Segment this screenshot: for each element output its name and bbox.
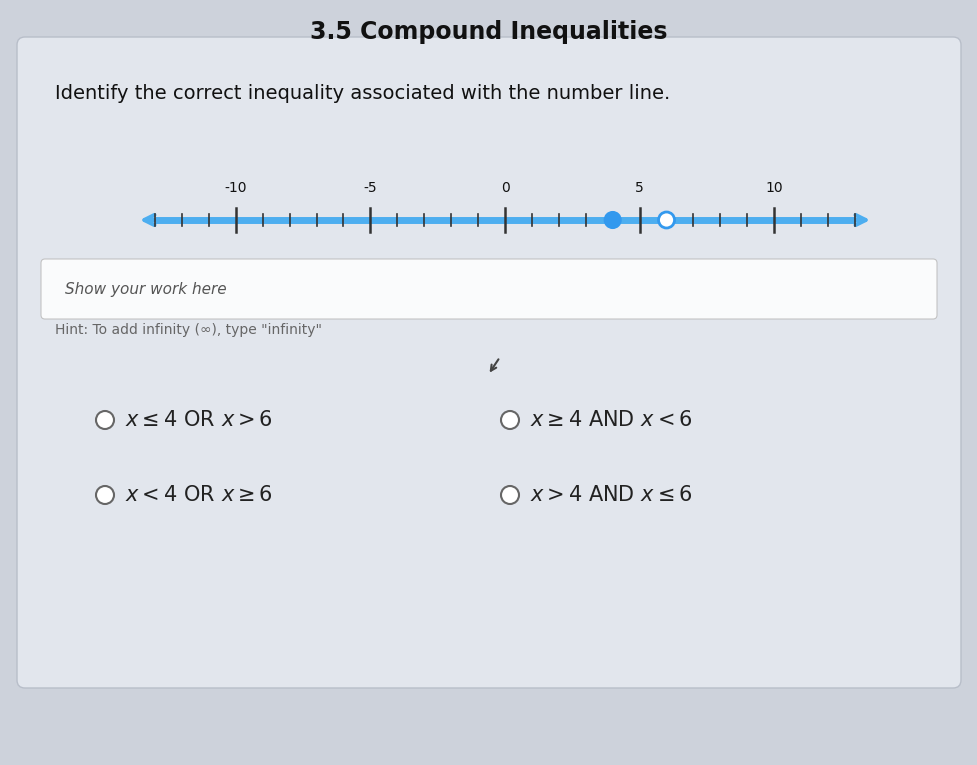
- Circle shape: [500, 486, 519, 504]
- Circle shape: [658, 212, 674, 228]
- Text: Hint: To add infinity (∞), type "infinity": Hint: To add infinity (∞), type "infinit…: [55, 323, 321, 337]
- Text: $x > 4$ AND $x \leq 6$: $x > 4$ AND $x \leq 6$: [530, 485, 692, 505]
- Circle shape: [604, 212, 620, 228]
- Circle shape: [96, 411, 114, 429]
- Text: Identify the correct inequality associated with the number line.: Identify the correct inequality associat…: [55, 83, 669, 103]
- Circle shape: [96, 486, 114, 504]
- Text: -5: -5: [363, 181, 377, 195]
- Text: 3.5 Compound Inequalities: 3.5 Compound Inequalities: [310, 20, 667, 44]
- Text: Show your work here: Show your work here: [64, 282, 227, 297]
- FancyBboxPatch shape: [41, 259, 936, 319]
- FancyBboxPatch shape: [17, 37, 960, 688]
- Text: $x < 4$ OR $x \geq 6$: $x < 4$ OR $x \geq 6$: [125, 485, 273, 505]
- Circle shape: [500, 411, 519, 429]
- Text: 5: 5: [635, 181, 643, 195]
- Text: $x \leq 4$ OR $x > 6$: $x \leq 4$ OR $x > 6$: [125, 410, 273, 430]
- Text: 10: 10: [765, 181, 783, 195]
- Text: $x \geq 4$ AND $x < 6$: $x \geq 4$ AND $x < 6$: [530, 410, 692, 430]
- Text: 0: 0: [500, 181, 509, 195]
- Text: -10: -10: [225, 181, 247, 195]
